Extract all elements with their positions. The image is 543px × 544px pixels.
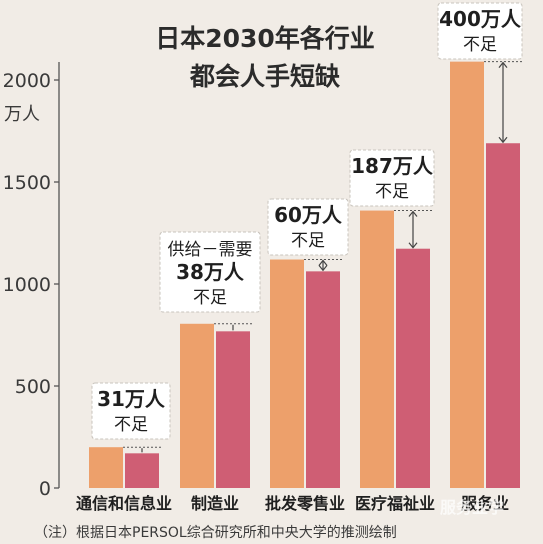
gap-arrow-head bbox=[498, 61, 508, 69]
annotation-box bbox=[437, 2, 523, 60]
annotation-text: 不足 bbox=[193, 288, 227, 308]
category-label: 服务业 bbox=[461, 494, 509, 513]
y-tick-label: 0 bbox=[39, 478, 51, 500]
shortage-value: 60万人 bbox=[274, 203, 343, 227]
annotation-text: 不足 bbox=[463, 35, 497, 55]
annotation-box bbox=[91, 382, 171, 440]
title-line: 日本2030年各行业 bbox=[155, 24, 375, 53]
annotation-box bbox=[349, 149, 435, 207]
bar-supply bbox=[89, 447, 123, 488]
y-tick-label: 500 bbox=[15, 376, 51, 398]
gap-arrow-head bbox=[318, 259, 328, 266]
annotation-box bbox=[267, 198, 349, 256]
bar-demand bbox=[306, 271, 340, 488]
category-label: 制造业 bbox=[191, 494, 239, 513]
shortage-value: 38万人 bbox=[176, 260, 245, 284]
gap-arrow-head bbox=[318, 264, 328, 272]
y-axis-unit: 万人 bbox=[4, 104, 40, 125]
annotation-text: 供给－需要 bbox=[168, 240, 253, 260]
annotation-text: 不足 bbox=[114, 415, 148, 435]
bar-demand bbox=[396, 248, 430, 488]
bar-supply bbox=[360, 210, 394, 488]
category-label: 医疗福祉业 bbox=[355, 494, 435, 513]
annotation-text: 不足 bbox=[375, 182, 409, 202]
gap-arrow-head bbox=[408, 242, 418, 249]
watermark-text: 服务业学 bbox=[440, 498, 504, 517]
bars bbox=[89, 61, 522, 489]
title-line: 都会人手短缺 bbox=[189, 62, 341, 91]
gap-arrow-head bbox=[498, 136, 508, 144]
shortage-value: 400万人 bbox=[439, 7, 522, 31]
category-label: 通信和信息业 bbox=[76, 494, 172, 513]
bar-demand bbox=[486, 143, 520, 489]
bar-supply bbox=[450, 61, 484, 488]
annotation-box bbox=[159, 231, 261, 313]
y-tick-label: 2000 bbox=[3, 70, 51, 92]
shortage-value: 187万人 bbox=[351, 154, 434, 178]
x-axis: 通信和信息业 制造业 批发零售业 医疗福祉业 服务业 bbox=[76, 494, 509, 513]
bar-demand bbox=[125, 453, 159, 488]
bar-supply bbox=[180, 323, 214, 488]
y-axis: 万人 0 500 1000 1500 2000 bbox=[3, 62, 60, 500]
y-tick-label: 1000 bbox=[3, 274, 51, 296]
bar-supply bbox=[270, 259, 304, 488]
y-tick-label: 1500 bbox=[3, 172, 51, 194]
category-label: 批发零售业 bbox=[265, 494, 345, 513]
bar-demand bbox=[216, 331, 250, 488]
gap-arrow-head bbox=[408, 210, 418, 217]
shortage-value: 31万人 bbox=[97, 387, 166, 411]
annotation-text: 不足 bbox=[291, 231, 325, 251]
source-note: （注）根据日本PERSOL综合研究所和中央大学的推测绘制 bbox=[34, 525, 397, 541]
